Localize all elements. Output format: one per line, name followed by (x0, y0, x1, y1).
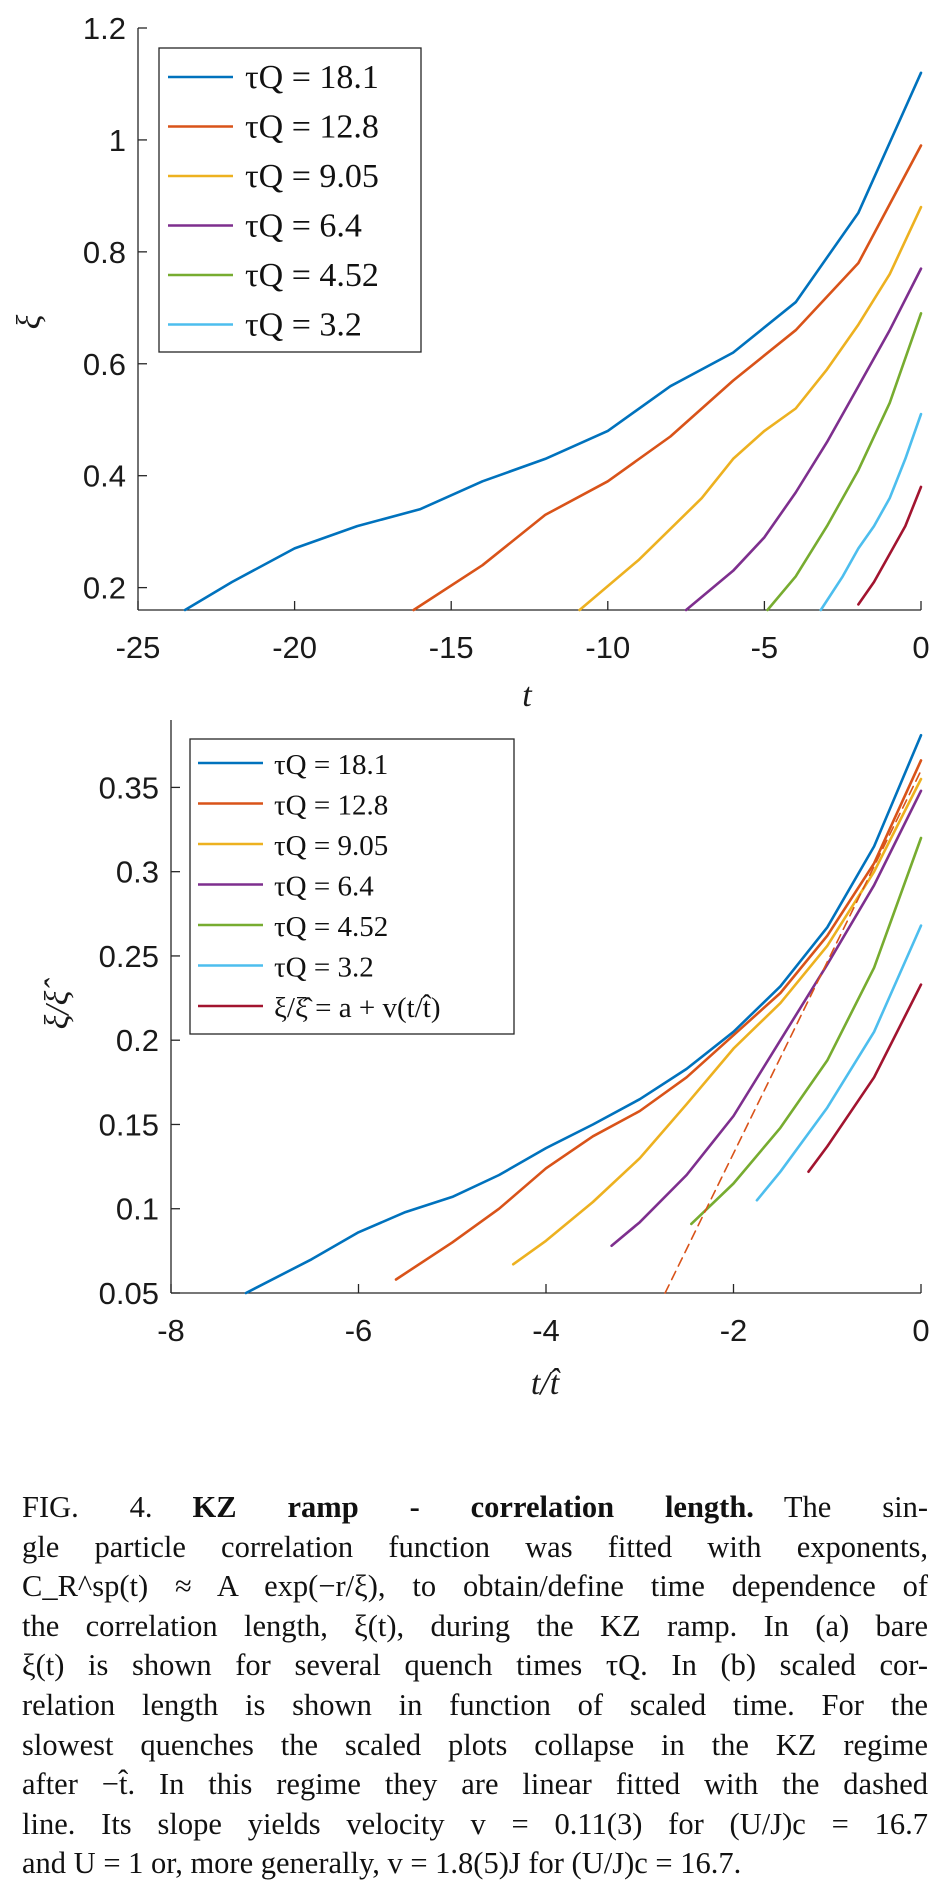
y-tick-label: 0.8 (83, 235, 126, 270)
x-axis-label: t (522, 677, 533, 714)
legend-entry-label: τQ = 9.05 (245, 158, 379, 195)
x-tick-label: -4 (532, 1313, 560, 1348)
y-tick-label: 0.05 (99, 1276, 159, 1311)
legend-entry-label: τQ = 4.52 (274, 911, 388, 943)
y-tick-label: 0.3 (116, 855, 159, 890)
caption-line-9: line. Its slope yields velocity v = 0.11… (22, 1806, 928, 1841)
caption-line-1: The sin- (783, 1490, 928, 1524)
y-tick-label: 0.6 (83, 347, 126, 382)
series-line-6 (755, 924, 923, 1202)
caption-line-7: slowest quenches the scaled plots collap… (22, 1727, 928, 1762)
legend-box (189, 738, 515, 1035)
y-axis-label: ξ/ξ̂ (39, 978, 76, 1030)
y-tick-label: 0.2 (116, 1023, 159, 1058)
x-tick-label: -25 (116, 630, 161, 665)
x-tick-label: -15 (429, 630, 474, 665)
x-tick-label: -20 (272, 630, 317, 665)
x-tick-label: -5 (751, 630, 779, 665)
x-tick-label: 0 (912, 630, 929, 665)
legend-entry-label: τQ = 9.05 (274, 830, 388, 862)
caption-line-4: the correlation length, ξ(t), during the… (22, 1608, 928, 1643)
x-tick-label: -2 (720, 1313, 748, 1348)
y-tick-label: 1 (109, 123, 126, 158)
fit-dashed-line (664, 769, 922, 1294)
series-line-4 (610, 789, 923, 1248)
series-line-1 (244, 733, 923, 1295)
series-line-7 (807, 983, 923, 1173)
y-tick-label: 0.2 (83, 571, 126, 606)
series-line-5 (766, 312, 923, 612)
y-tick-label: 0.35 (99, 770, 159, 805)
legend-entry-label: τQ = 12.8 (245, 109, 379, 146)
y-tick-label: 0.15 (99, 1107, 159, 1142)
series-line-4 (684, 267, 923, 612)
y-tick-label: 0.4 (83, 459, 126, 494)
legend-entry-label: τQ = 4.52 (245, 257, 379, 294)
caption-line-5: ξ(t) is shown for several quench times τ… (22, 1648, 928, 1683)
x-tick-label: -8 (157, 1313, 185, 1348)
legend-entry-label: τQ = 3.2 (245, 307, 362, 344)
legend-entry-label: τQ = 18.1 (245, 59, 379, 96)
caption-line-2: gle particle correlation function was fi… (22, 1529, 928, 1564)
x-tick-label: -6 (345, 1313, 373, 1348)
series-line-3 (511, 777, 923, 1266)
y-tick-label: 0.1 (116, 1192, 159, 1227)
x-tick-label: 0 (912, 1313, 929, 1348)
caption-line-8: after −t̂. In this regime they are linea… (22, 1767, 928, 1802)
figure-caption: FIG. 4. KZ ramp - correlation length. The … (22, 1488, 928, 1884)
legend-entry-label: ξ/ξ̂ = a + v(t/t̂) (274, 992, 440, 1024)
caption-line-3: C_R^sp(t) ≈ A exp(−r/ξ), to obtain/defin… (22, 1569, 928, 1604)
legend-entry-label: τQ = 3.2 (274, 952, 374, 984)
series-line-5 (690, 836, 923, 1226)
legend-entry-label: τQ = 18.1 (274, 749, 388, 781)
y-axis-label: ξ (11, 314, 48, 329)
series-line-3 (578, 205, 923, 612)
legend-entry-label: τQ = 6.4 (274, 871, 374, 903)
caption-title: KZ ramp - correlation length. (192, 1490, 754, 1524)
panel-b-plot: -8 -6 -4 -2 0 0.05 0.1 0.15 0.2 0.25 0.3 0.35 t/t̂ ξ/… (39, 720, 930, 1402)
panel-a-plot: -25 -20 -15 -10 -5 0 0.2 0.4 0.6 0.8 1 1.2 t ξ τQ = 18… (11, 11, 930, 714)
series-line-1 (183, 71, 923, 612)
caption-figure-label: FIG. 4. (22, 1490, 153, 1524)
y-tick-label: 1.2 (83, 11, 126, 46)
y-tick-label: 0.25 (99, 939, 159, 974)
x-tick-label: -10 (585, 630, 630, 665)
series-line-7 (857, 485, 923, 606)
caption-line-6: relation length is shown in function of … (22, 1687, 928, 1722)
series-line-6 (819, 412, 923, 612)
series-line-2 (412, 144, 923, 612)
caption-line-10: and U = 1 or, more generally, v = 1.8(5)… (22, 1846, 742, 1881)
legend-entry-label: τQ = 6.4 (245, 208, 362, 245)
x-axis-label: t/t̂ (531, 1365, 561, 1402)
series-line-2 (394, 759, 923, 1281)
legend-entry-label: τQ = 12.8 (274, 790, 388, 822)
legend-box (158, 47, 422, 353)
